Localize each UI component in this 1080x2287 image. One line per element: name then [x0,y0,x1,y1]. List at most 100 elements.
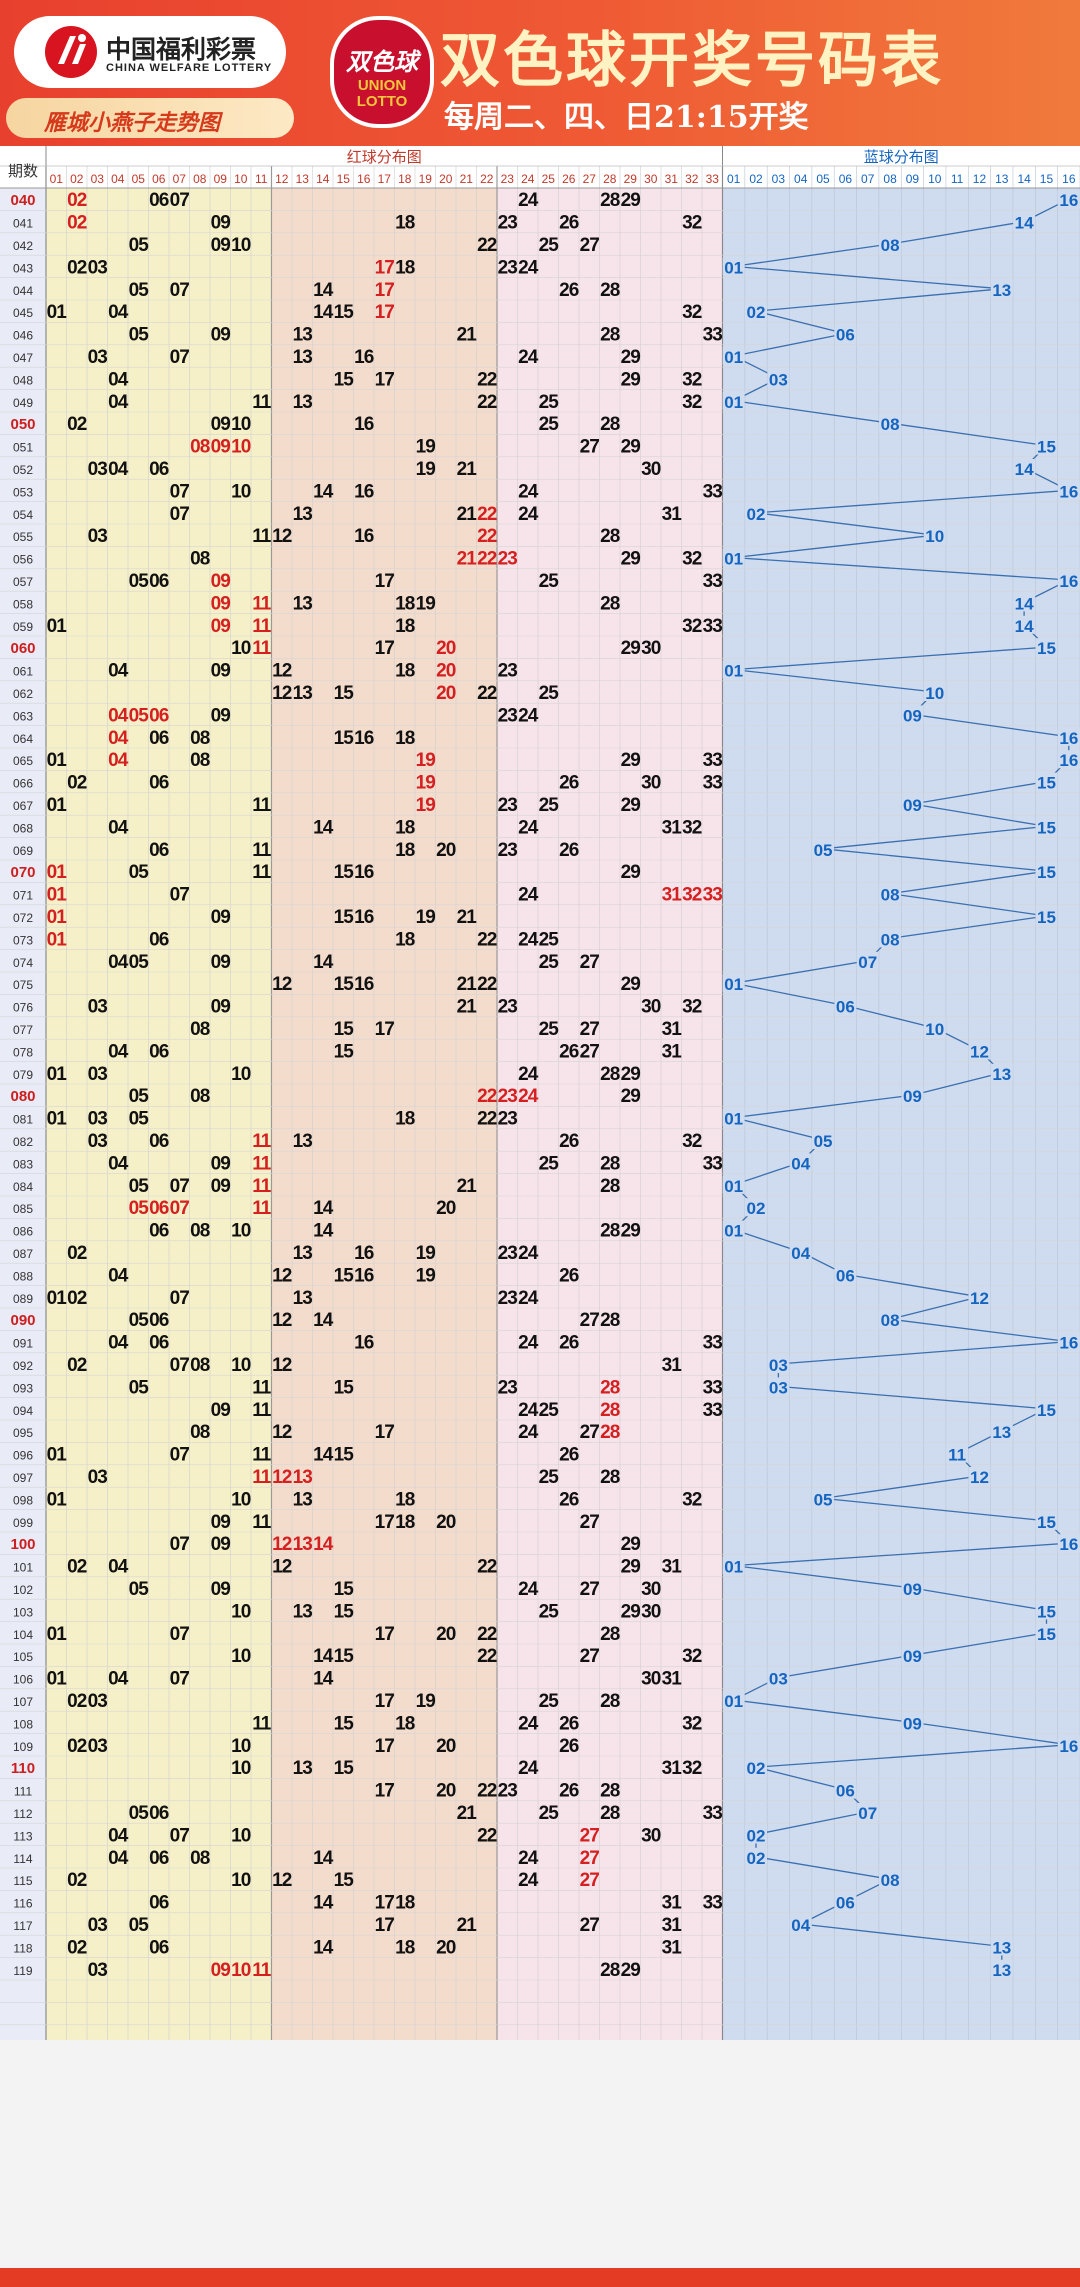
red-ball-number: 09 [211,437,231,458]
red-ball-number: 23 [498,795,518,816]
red-ball-number: 32 [682,392,702,413]
period-label: 117 [13,1919,32,1933]
red-ball-number: 24 [518,1758,539,1779]
blue-trend-line [731,198,1072,1969]
red-ball-number: 28 [600,1803,620,1824]
red-ball-number: 20 [436,638,456,659]
red-ball-number: 14 [313,1221,334,1242]
red-ball-number: 14 [313,1848,334,1869]
blue-ball-number: 14 [1015,594,1034,613]
blue-ball-number: 13 [992,1938,1011,1957]
period-label: 043 [13,261,33,275]
red-ball-number: 24 [518,1086,539,1107]
red-ball-number: 02 [67,1288,87,1309]
red-ball-number: 19 [416,593,436,614]
red-ball-number: 32 [682,817,702,838]
blue-ball-number: 09 [903,796,922,815]
red-ball-number: 04 [108,1669,129,1690]
red-ball-header: 红球分布图 [347,149,422,166]
blue-ball-bg [1057,481,1080,500]
blue-ball-bg [1035,1623,1058,1642]
blue-ball-number: 09 [903,1714,922,1733]
red-ball-number: 24 [518,1243,539,1264]
red-ball-number: 08 [190,1019,210,1040]
blue-ball-bg [834,1892,857,1911]
blue-ball-bg [834,324,857,343]
red-ball-number: 20 [436,1512,456,1533]
red-ball-number: 10 [231,1064,251,1085]
red-ball-number: 18 [395,1893,415,1914]
red-ball-number: 09 [211,1579,231,1600]
header-bg [0,146,1080,188]
period-label: 103 [13,1605,33,1619]
red-ball-number: 09 [211,414,231,435]
red-ball-number: 09 [211,1960,231,1981]
red-ball-number: 06 [149,1803,169,1824]
red-ball-number: 33 [703,885,723,906]
red-ball-number: 24 [518,504,539,525]
blue-ball-bg [856,951,879,970]
red-ball-number: 09 [211,1534,231,1555]
red-ball-number: 15 [334,1019,355,1040]
red-ball-number: 25 [539,929,560,950]
red-ball-number: 04 [108,1265,129,1286]
red-ball-number: 20 [436,1937,456,1958]
red-ball-number: 28 [600,1624,620,1645]
logo-english-text: CHINA WELFARE LOTTERY [106,62,273,74]
red-ball-number: 01 [47,1624,68,1645]
red-ball-number: 13 [293,1601,313,1622]
blue-column-label: 13 [995,172,1009,186]
red-ball-number: 14 [313,302,334,323]
red-ball-number: 10 [231,1601,251,1622]
blue-ball-bg [856,1803,879,1821]
blue-ball-number: 01 [724,393,743,412]
red-ball-number: 01 [47,929,68,950]
red-ball-number: 14 [313,1310,334,1331]
period-label: 088 [13,1269,33,1283]
red-ball-number: 07 [170,280,190,301]
red-column-label: 09 [214,172,228,186]
red-ball-number: 28 [600,280,620,301]
red-ball-number: 06 [149,705,169,726]
red-ball-number: 04 [108,369,129,390]
red-ball-number: 17 [375,1691,395,1712]
blue-ball-number: 02 [747,1849,766,1868]
red-ball-number: 09 [211,1176,231,1197]
red-ball-number: 19 [416,437,436,458]
red-ball-number: 21 [457,974,478,995]
red-ball-number: 11 [252,1467,272,1488]
period-label: 065 [13,754,33,768]
red-ball-number: 03 [88,1064,108,1085]
blue-ball-number: 12 [970,1042,989,1061]
red-ball-number: 05 [129,280,150,301]
red-ball-number: 28 [600,1691,620,1712]
red-ball-number: 27 [580,1646,600,1667]
red-ball-number: 22 [477,526,497,547]
red-ball-number: 22 [477,1557,497,1578]
red-ball-number: 11 [252,1131,272,1152]
red-ball-number: 23 [498,1288,518,1309]
red-ball-number: 16 [354,728,374,749]
red-ball-number: 29 [621,1221,641,1242]
red-ball-number: 03 [88,347,108,368]
blue-ball-bg [990,1063,1013,1082]
red-ball-number: 24 [518,885,539,906]
red-column-label: 15 [337,172,351,186]
red-ball-number: 16 [354,1265,374,1286]
blue-ball-bg [879,235,902,253]
red-ball-number: 33 [703,325,723,346]
red-ball-number: 33 [703,1893,723,1914]
red-ball-number: 29 [621,862,641,883]
period-label: 119 [13,1964,32,1978]
red-ball-number: 29 [621,750,641,771]
period-label: 055 [13,530,33,544]
red-ball-number: 14 [313,1445,334,1466]
red-ball-number: 19 [416,459,436,480]
red-ball-number: 28 [600,1153,620,1174]
red-ball-number: 07 [170,1355,190,1376]
red-ball-number: 10 [231,1221,251,1242]
period-label: 046 [13,329,33,343]
red-ball-number: 15 [334,862,355,883]
blue-column-label: 06 [839,172,853,186]
period-label: 067 [13,799,33,813]
